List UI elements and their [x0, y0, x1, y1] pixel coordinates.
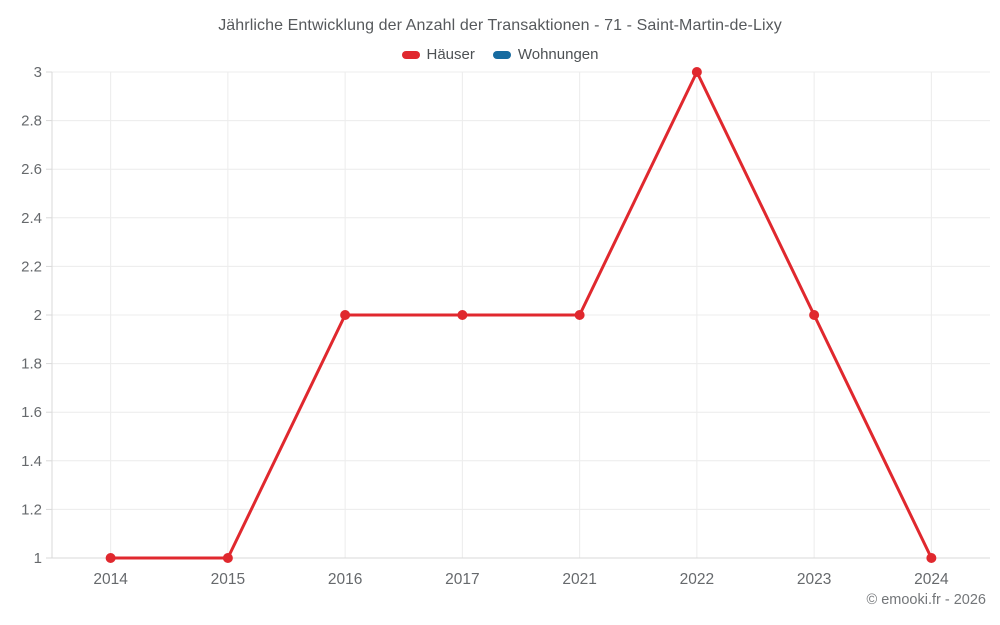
y-tick-label: 1.2	[21, 501, 42, 518]
x-tick-label: 2015	[211, 571, 245, 588]
x-tick-label: 2022	[680, 571, 714, 588]
y-tick-label: 1.6	[21, 404, 42, 421]
chart-title: Jährliche Entwicklung der Anzahl der Tra…	[218, 17, 782, 34]
haeuser-series-swatch-icon	[401, 50, 420, 59]
legend-item-haeuser[interactable]: Häuser	[401, 46, 475, 63]
data-point-häuser-2014[interactable]	[105, 553, 116, 563]
y-tick-label: 2.4	[21, 210, 42, 227]
x-tick-label: 2017	[445, 571, 479, 588]
data-point-häuser-2023[interactable]	[809, 310, 820, 320]
chart-legend: Häuser Wohnungen	[0, 46, 1000, 63]
wohnungen-series-swatch-icon	[492, 50, 511, 59]
y-tick-label: 2.2	[21, 258, 42, 275]
data-point-häuser-2024[interactable]	[926, 553, 937, 563]
copyright-credit: © emooki.fr - 2026	[866, 592, 986, 608]
y-tick-label: 3	[34, 64, 42, 81]
legend-label-wohnungen: Wohnungen	[517, 46, 599, 63]
y-tick-label: 1	[34, 550, 42, 567]
x-tick-label: 2021	[562, 571, 596, 588]
y-tick-label: 1.4	[21, 453, 42, 470]
x-tick-label: 2023	[797, 571, 831, 588]
data-point-häuser-2015[interactable]	[222, 553, 233, 563]
data-point-häuser-2017[interactable]	[457, 310, 468, 320]
data-point-häuser-2016[interactable]	[340, 310, 351, 320]
legend-item-wohnungen[interactable]: Wohnungen	[492, 46, 599, 63]
data-point-häuser-2021[interactable]	[574, 310, 585, 320]
y-tick-label: 2.6	[21, 161, 42, 178]
x-tick-label: 2014	[93, 571, 128, 588]
data-point-häuser-2022[interactable]	[691, 67, 702, 77]
y-tick-label: 1.8	[21, 356, 42, 373]
series-line-häuser	[109, 70, 933, 560]
y-tick-label: 2.8	[21, 113, 42, 130]
x-tick-label: 2016	[328, 571, 362, 588]
y-tick-label: 2	[34, 307, 42, 324]
x-tick-label: 2024	[914, 571, 949, 588]
legend-label-haeuser: Häuser	[426, 46, 475, 63]
